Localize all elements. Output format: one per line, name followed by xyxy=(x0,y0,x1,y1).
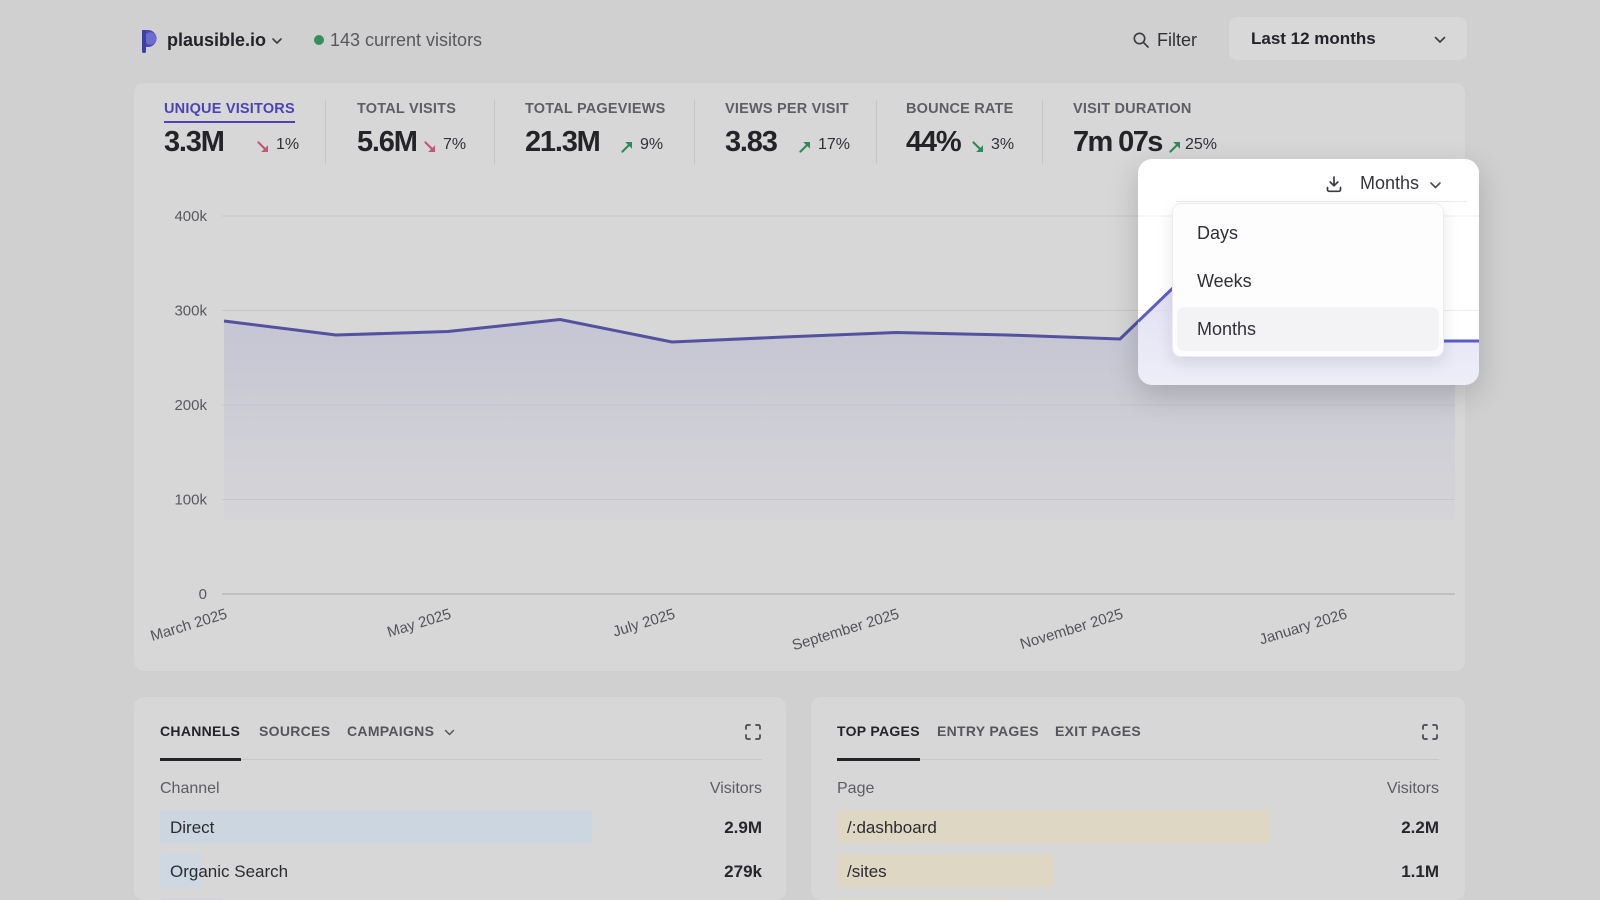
svg-text:November 2025: November 2025 xyxy=(1018,606,1125,653)
svg-text:100k: 100k xyxy=(174,492,207,509)
svg-text:March 2025: March 2025 xyxy=(148,606,229,645)
svg-text:200k: 200k xyxy=(174,397,207,414)
svg-text:January 2026: January 2026 xyxy=(1257,606,1349,649)
svg-text:0: 0 xyxy=(199,586,207,603)
svg-text:400k: 400k xyxy=(174,208,207,225)
svg-text:300k: 300k xyxy=(174,303,207,320)
svg-text:May 2025: May 2025 xyxy=(385,606,453,642)
svg-text:September 2025: September 2025 xyxy=(790,606,901,655)
svg-text:July 2025: July 2025 xyxy=(611,606,677,641)
